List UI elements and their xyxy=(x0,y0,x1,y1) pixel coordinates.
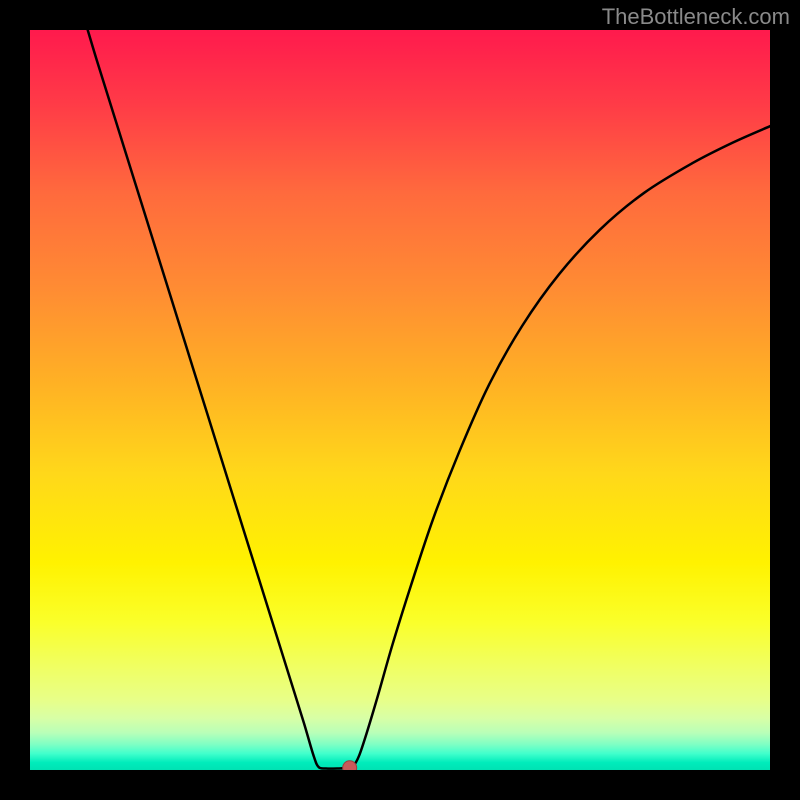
bottleneck-curve xyxy=(88,30,770,769)
chart-curve-layer xyxy=(30,30,770,770)
optimal-point-marker xyxy=(343,761,357,770)
watermark-text: TheBottleneck.com xyxy=(602,4,790,30)
bottleneck-chart xyxy=(30,30,770,770)
